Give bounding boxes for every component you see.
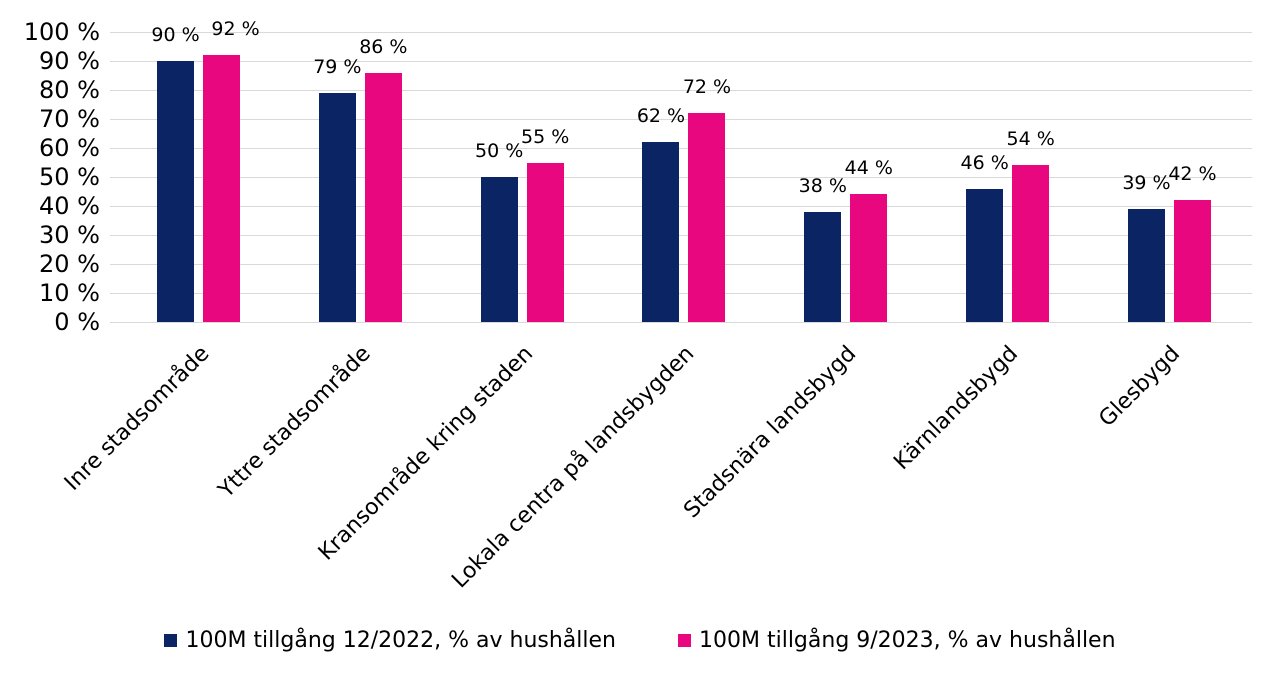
gridline: [110, 321, 1252, 323]
bar-value-label: 92 %: [211, 18, 260, 41]
bar-series-1: [804, 211, 842, 322]
gridline: [110, 205, 1252, 207]
bar-value-label: 72 %: [682, 76, 732, 99]
y-tick-label: 20 %: [39, 250, 100, 278]
category-label: Stadsnära landsbygd: [679, 341, 862, 524]
y-tick-label: 90 %: [39, 47, 100, 75]
gridline: [110, 292, 1252, 294]
category-label: Kärnlandsbygd: [889, 341, 1024, 475]
bar-series-2: [688, 113, 726, 322]
y-tick-label: 40 %: [39, 192, 100, 220]
legend-swatch-icon: [678, 633, 691, 647]
legend-item-1: 100M tillgång 12/2022, % av hushållen: [164, 628, 616, 653]
legend: 100M tillgång 12/2022, % av hushållen 100…: [0, 622, 1280, 658]
gridline: [110, 263, 1252, 265]
category-label: Glesbygd: [1094, 341, 1185, 432]
y-tick-label: 70 %: [39, 105, 100, 133]
bar-series-2: [364, 72, 402, 322]
bar-value-label: 46 %: [960, 151, 1009, 174]
bar-value-label: 86 %: [359, 35, 408, 58]
bar-series-1: [1127, 208, 1165, 322]
gridline: [110, 147, 1252, 149]
bar-series-1: [318, 92, 356, 322]
legend-swatch-icon: [164, 633, 178, 647]
bar-value-label: 39 %: [1122, 171, 1171, 194]
bar-value-label: 44 %: [844, 157, 893, 180]
y-tick-label: 30 %: [39, 221, 100, 249]
y-tick-label: 60 %: [39, 134, 100, 162]
gridline: [110, 31, 1252, 33]
gridline: [110, 234, 1252, 236]
legend-item-2: 100M tillgång 9/2023, % av hushållen: [678, 628, 1116, 653]
bar-series-2: [1173, 200, 1211, 322]
y-tick-label: 50 %: [39, 163, 100, 191]
bar-series-2: [203, 55, 240, 322]
bar-series-1: [157, 61, 194, 322]
gridline: [110, 89, 1252, 91]
bar-value-label: 90 %: [151, 24, 200, 46]
bar-series-1: [642, 142, 680, 322]
bar-value-label: 38 %: [798, 174, 847, 197]
bar-value-label: 79 %: [313, 55, 362, 78]
bar-value-label: 42 %: [1168, 163, 1217, 186]
category-label: Yttre stadsområde: [214, 341, 376, 504]
legend-label: 100M tillgång 9/2023, % av hushållen: [699, 627, 1116, 653]
y-tick-label: 0 %: [54, 308, 100, 336]
bar-value-label: 50 %: [475, 140, 524, 162]
y-tick-label: 100 %: [23, 18, 100, 46]
bar-series-2: [1012, 165, 1050, 322]
y-tick-label: 80 %: [39, 76, 100, 104]
gridline: [110, 118, 1252, 120]
gridline: [110, 60, 1252, 62]
category-label: Inre stadsområde: [59, 341, 214, 496]
bar-value-label: 62 %: [636, 105, 686, 128]
bar-value-label: 55 %: [521, 125, 570, 148]
bar-value-label: 54 %: [1006, 128, 1055, 151]
bar-series-2: [526, 162, 564, 322]
legend-label: 100M tillgång 12/2022, % av hushållen: [185, 627, 616, 653]
gridline: [110, 176, 1252, 178]
y-tick-label: 10 %: [39, 279, 100, 307]
bar-series-1: [966, 188, 1004, 322]
bar-series-1: [480, 177, 518, 322]
bar-series-2: [850, 194, 888, 322]
